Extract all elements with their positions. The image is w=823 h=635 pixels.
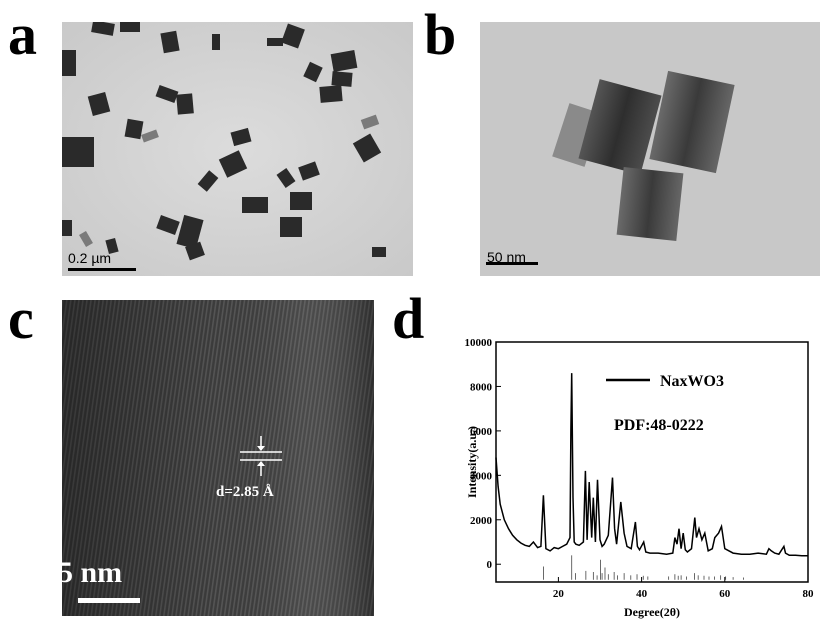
y-tick-label: 4000 — [470, 470, 493, 482]
chart-annotation: PDF:48-0222 — [614, 417, 704, 434]
x-tick-label: 20 — [553, 588, 565, 600]
panel-label-a: a — [8, 2, 37, 67]
x-tick-label: 40 — [636, 588, 648, 600]
y-axis-label: Intensity(a.u.) — [465, 426, 479, 498]
x-axis-label: Degree(2θ) — [624, 605, 680, 619]
y-tick-label: 10000 — [465, 337, 493, 349]
tem-image-a — [62, 22, 413, 276]
y-tick-label: 0 — [487, 559, 493, 571]
legend-label: NaxWO3 — [660, 373, 724, 390]
panel-label-b: b — [424, 2, 457, 67]
series-line — [495, 373, 808, 557]
xrd-chart: 0 2000 4000 6000 8000 10000 20 40 60 80 Degree(2θ)… — [420, 330, 820, 630]
tem-image-b — [480, 22, 820, 276]
x-tick-label: 80 — [803, 588, 815, 600]
x-tick-label: 60 — [719, 588, 731, 600]
scale-bar-label-b: 50 nm — [487, 249, 526, 265]
y-tick-label: 2000 — [470, 515, 493, 527]
plot-frame — [495, 341, 809, 583]
panel-label-d: d — [392, 286, 425, 351]
scale-bar-label-c: 5 nm — [58, 556, 123, 589]
y-tick-label: 8000 — [470, 381, 493, 393]
d-spacing-label: d=2.85 Å — [216, 484, 274, 500]
scale-bar-label-a: 0.2 µm — [68, 250, 112, 266]
panel-label-c: c — [8, 286, 34, 351]
hrtem-image-c — [62, 300, 374, 616]
y-tick-label: 6000 — [470, 426, 493, 438]
